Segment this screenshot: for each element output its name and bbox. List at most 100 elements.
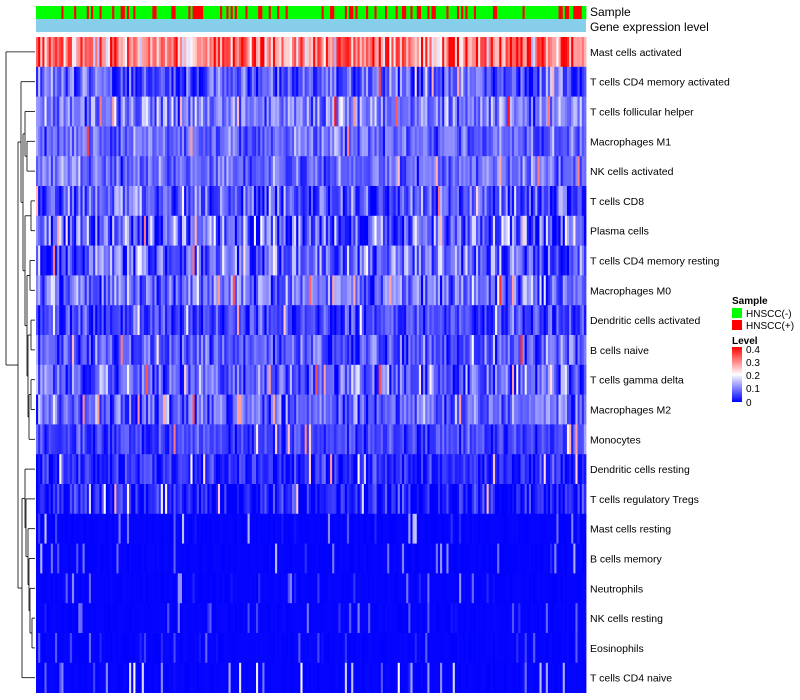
heatmap-cell	[84, 37, 88, 68]
heatmap-cell	[186, 543, 189, 574]
heatmap-cell	[490, 335, 494, 366]
heatmap-cell	[437, 66, 441, 97]
heatmap-cell	[275, 126, 278, 157]
heatmap-cell	[213, 215, 217, 246]
heatmap-cell	[173, 305, 177, 336]
heatmap-cell	[338, 186, 342, 217]
sample-annotation-cell	[321, 6, 325, 19]
heatmap-cell	[148, 245, 151, 276]
heatmap-cell	[262, 454, 265, 485]
heatmap-cell	[361, 394, 365, 425]
heatmap-cell	[442, 275, 445, 306]
heatmap-cell	[552, 275, 555, 306]
heatmap-cell	[531, 215, 534, 246]
heatmap-cell	[319, 394, 322, 425]
heatmap-cell	[243, 96, 246, 127]
heatmap-cell	[224, 424, 227, 455]
heatmap-cell	[340, 424, 344, 455]
heatmap-cell	[224, 186, 227, 217]
heatmap-cell	[581, 484, 585, 515]
heatmap-cell	[327, 37, 331, 68]
heatmap-cell	[287, 305, 291, 336]
heatmap-cell	[300, 335, 303, 366]
heatmap-cell	[71, 66, 75, 97]
heatmap-cell	[173, 37, 177, 68]
heatmap-cell	[241, 424, 244, 455]
heatmap-cell	[452, 126, 456, 157]
heatmap-cell	[101, 245, 105, 276]
heatmap-cell	[224, 484, 227, 515]
heatmap-cell	[425, 186, 428, 217]
heatmap-cell	[251, 275, 255, 306]
heatmap-cell	[478, 364, 481, 395]
heatmap-cell	[541, 245, 545, 276]
heatmap-cell	[287, 37, 291, 68]
heatmap-cell	[50, 364, 54, 395]
heatmap-cell	[152, 305, 155, 336]
heatmap-cell	[143, 96, 147, 127]
heatmap-cell	[429, 454, 432, 485]
heatmap-cell	[327, 454, 331, 485]
heatmap-cell	[313, 245, 316, 276]
heatmap-cell	[406, 96, 409, 127]
heatmap-cell	[129, 96, 132, 127]
heatmap-cell	[505, 335, 509, 366]
heatmap-cell	[167, 543, 170, 574]
heatmap-cell	[294, 364, 297, 395]
heatmap-cell	[342, 335, 346, 366]
heatmap-cell	[425, 543, 428, 574]
heatmap-cell	[272, 484, 276, 515]
heatmap-cell	[207, 335, 210, 366]
heatmap-cell	[230, 335, 234, 366]
heatmap-cell	[156, 305, 160, 336]
heatmap-cell	[201, 126, 204, 157]
heatmap-cell	[505, 66, 509, 97]
heatmap-cell	[190, 37, 193, 68]
heatmap-cell	[552, 96, 555, 127]
heatmap-cell	[431, 245, 435, 276]
heatmap-cell	[291, 364, 295, 395]
heatmap-cell	[334, 186, 337, 217]
heatmap-cell	[332, 275, 335, 306]
heatmap-cell	[133, 66, 136, 97]
heatmap-cell	[133, 37, 136, 68]
heatmap-cell	[162, 215, 166, 246]
heatmap-cell	[484, 484, 487, 515]
heatmap-cell	[86, 484, 90, 515]
heatmap-cell	[59, 513, 62, 544]
heatmap-cell	[86, 424, 90, 455]
heatmap-cell	[325, 543, 329, 574]
heatmap-cell	[298, 335, 301, 366]
heatmap-cell	[148, 215, 151, 246]
sample-annotation-cell	[380, 6, 384, 19]
heatmap-cell	[478, 126, 481, 157]
heatmap-cell	[486, 364, 490, 395]
heatmap-cell	[539, 156, 542, 187]
sample-annotation-cell	[268, 6, 272, 19]
heatmap-cell	[313, 37, 316, 68]
heatmap-cell	[285, 543, 289, 574]
heatmap-cell	[351, 37, 354, 68]
heatmap-cell	[558, 245, 562, 276]
heatmap-cell	[95, 186, 98, 217]
heatmap-cell	[67, 186, 71, 217]
heatmap-cell	[412, 66, 416, 97]
heatmap-cell	[36, 335, 39, 366]
heatmap-cell	[372, 186, 375, 217]
heatmap-cell	[175, 96, 179, 127]
heatmap-cell	[173, 543, 177, 574]
heatmap-cell	[114, 335, 117, 366]
heatmap-cell	[137, 96, 141, 127]
heatmap-cell	[209, 364, 212, 395]
heatmap-cell	[139, 186, 143, 217]
heatmap-cell	[215, 335, 219, 366]
heatmap-cell	[129, 215, 132, 246]
heatmap-cell	[71, 513, 75, 544]
heatmap-cell	[277, 215, 280, 246]
heatmap-cell	[423, 335, 426, 366]
heatmap-cell	[313, 96, 316, 127]
heatmap-cell	[230, 156, 234, 187]
heatmap-cell	[42, 364, 45, 395]
heatmap-cell	[93, 37, 96, 68]
sample-annotation-cell	[179, 6, 183, 19]
